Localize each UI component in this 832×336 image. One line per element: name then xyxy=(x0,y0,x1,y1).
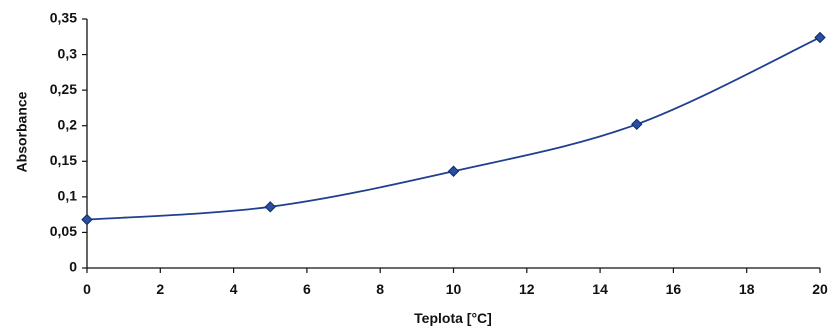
data-point-marker xyxy=(82,215,92,225)
y-tick-label: 0,25 xyxy=(50,81,77,97)
y-tick-label: 0,05 xyxy=(50,223,77,239)
data-point-marker xyxy=(632,119,642,129)
y-tick-label: 0,15 xyxy=(50,152,77,168)
axes xyxy=(87,19,820,268)
y-tick-label: 0 xyxy=(69,259,77,275)
x-tick-label: 16 xyxy=(666,281,682,297)
x-tick-label: 8 xyxy=(376,281,384,297)
series-line xyxy=(87,37,820,219)
data-point-marker xyxy=(265,202,275,212)
x-tick-label: 20 xyxy=(812,281,828,297)
x-tick-label: 6 xyxy=(303,281,311,297)
series-layer xyxy=(82,32,825,224)
y-tick-label: 0,1 xyxy=(58,188,78,204)
y-tick-label: 0,2 xyxy=(58,116,78,132)
x-tick-label: 18 xyxy=(739,281,755,297)
data-point-marker xyxy=(815,32,825,42)
y-tick-label: 0,3 xyxy=(58,45,78,61)
x-tick-label: 14 xyxy=(592,281,608,297)
y-axis-title: Absorbance xyxy=(14,91,30,172)
x-tick-label: 4 xyxy=(230,281,238,297)
y-ticks: 0 0,05 0,1 0,15 0,2 0,25 0,3 0,35 xyxy=(50,10,87,275)
x-tick-label: 0 xyxy=(83,281,91,297)
x-axis-title: Teplota [°C] xyxy=(414,310,492,326)
x-tick-label: 10 xyxy=(446,281,462,297)
y-tick-label: 0,35 xyxy=(50,10,77,26)
x-tick-label: 12 xyxy=(519,281,535,297)
data-point-marker xyxy=(449,166,459,176)
x-ticks: 0 2 4 6 8 10 12 14 16 18 20 xyxy=(83,268,828,297)
x-tick-label: 2 xyxy=(156,281,164,297)
